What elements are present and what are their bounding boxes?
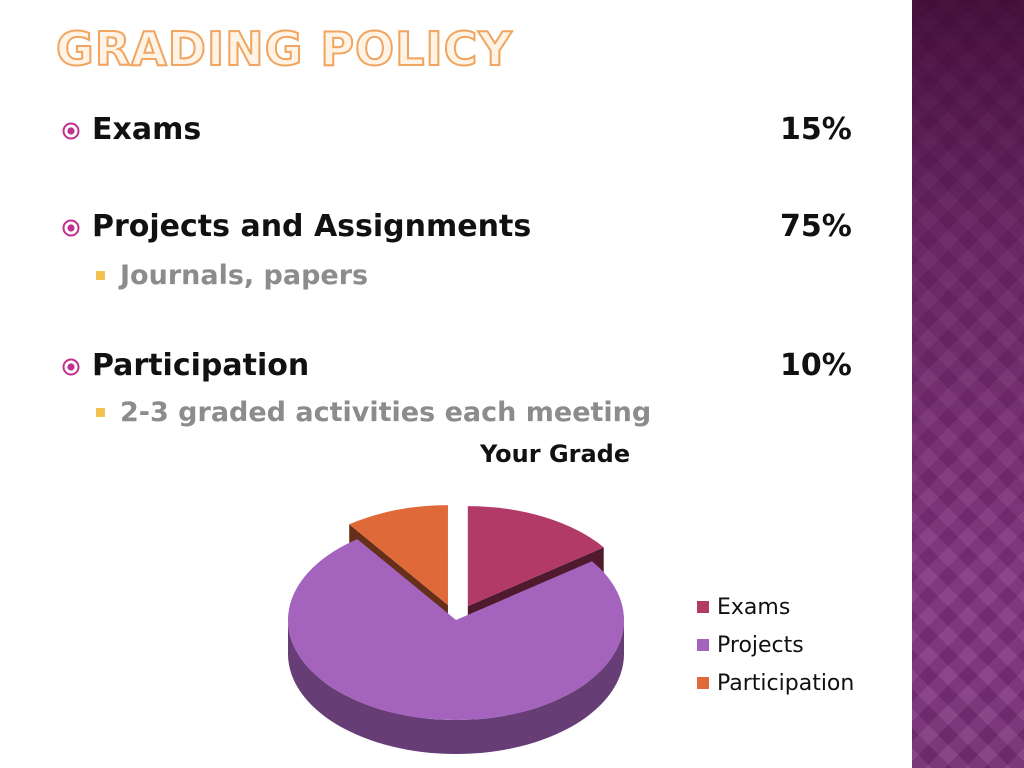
sub-bullet-participation: 2-3 graded activities each meeting xyxy=(96,397,651,428)
sub-bullet-projects: Journals, papers xyxy=(96,260,368,291)
pie-slice-exams xyxy=(467,506,604,607)
legend-swatch xyxy=(697,601,709,613)
sub-bullet-label: 2-3 graded activities each meeting xyxy=(120,397,652,428)
bullet-label: Participation xyxy=(92,348,310,383)
bullet-label: Projects and Assignments xyxy=(92,209,532,244)
legend-swatch xyxy=(697,677,709,689)
legend-label: Exams xyxy=(717,594,791,620)
pie-slice-side-projects xyxy=(288,620,624,754)
bullet-icon xyxy=(62,122,80,139)
bullet-value-projects: 75% xyxy=(780,209,852,244)
square-bullet-icon xyxy=(96,408,105,417)
square-bullet-icon xyxy=(96,271,105,280)
pie-slice-projects xyxy=(287,539,624,721)
legend-item: Exams xyxy=(697,588,854,626)
bullet-participation: Participation xyxy=(62,348,309,383)
bullet-exams: Exams xyxy=(62,112,201,147)
sub-bullet-label: Journals, papers xyxy=(120,260,369,291)
legend-swatch xyxy=(697,639,709,651)
legend-item: Participation xyxy=(697,664,854,702)
bullet-icon xyxy=(62,219,80,236)
chart-legend: Exams Projects Participation xyxy=(697,588,854,702)
chart-title: Your Grade xyxy=(480,440,631,468)
bullet-projects: Projects and Assignments xyxy=(62,209,531,244)
bullet-icon xyxy=(62,358,80,375)
bullet-value-participation: 10% xyxy=(780,348,852,383)
bullet-label: Exams xyxy=(92,112,202,147)
legend-label: Participation xyxy=(717,670,855,696)
pie-slice-participation xyxy=(349,505,448,606)
legend-label: Projects xyxy=(717,632,804,658)
legend-item: Projects xyxy=(697,626,854,664)
bullet-value-exams: 15% xyxy=(780,112,852,147)
side-decorative-band xyxy=(912,0,1024,768)
slide-title: Grading Policy xyxy=(55,21,513,77)
